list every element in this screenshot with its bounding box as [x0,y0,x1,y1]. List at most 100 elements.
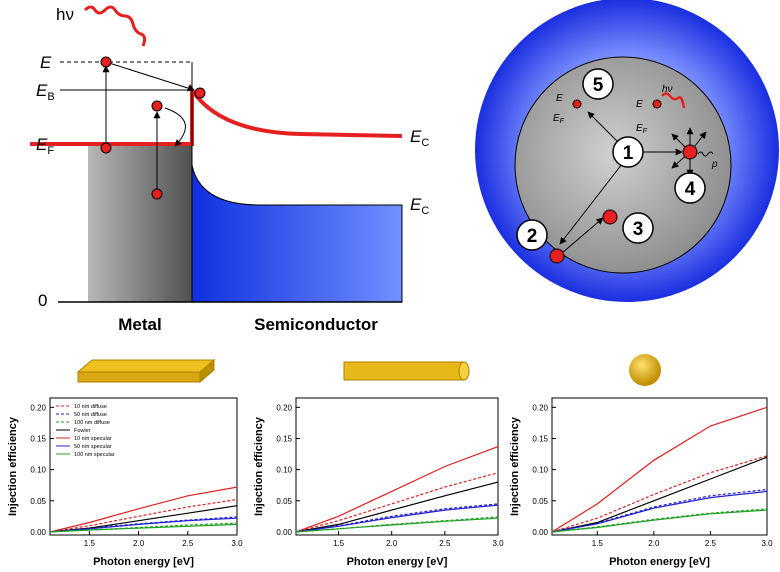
arrow [164,107,186,147]
x-tick-label: 3.0 [231,539,243,548]
series-line [49,486,238,533]
label-sub: F [560,118,565,125]
label-sub: F [47,145,54,157]
y-axis-title: Injection efficiency [7,416,19,516]
y-tick-label: 0.10 [276,466,292,475]
label: EF [553,113,565,125]
x-tick-label: 1.5 [592,539,604,548]
photon [83,5,147,47]
electron [100,142,112,154]
series-line [551,455,768,533]
rod [343,361,465,381]
label: 0 [38,291,47,310]
series-line [295,481,499,533]
electron [151,188,163,200]
number: 4 [685,179,696,200]
label: Metal [118,315,161,334]
x-tick-label: 3.0 [761,539,773,548]
series-line [295,446,499,533]
y-axis-title: Injection efficiency [253,416,265,516]
label: EF [36,135,54,157]
arrow [105,61,195,92]
electron [151,100,163,112]
chart: 0.00 0.05 0.10 0.15 0.20 1.5 2.0 2.5 3.0 Photon e… [509,397,773,568]
series-line [295,504,499,533]
label: E [556,93,563,104]
label-main: E [553,113,560,124]
electron [549,248,565,264]
x-tick-label: 2.5 [182,539,194,548]
x-tick-label: 2.5 [705,539,717,548]
label: p [711,159,718,170]
label-sub: B [47,91,54,103]
electrons [549,99,698,264]
y-tick-label: 0.05 [532,497,548,506]
arrow [561,217,604,254]
label-main: E [36,135,48,154]
series-line [551,509,768,533]
electron [602,209,618,225]
electron [194,87,206,99]
series-line [551,490,768,533]
number: 1 [623,143,634,164]
x-tick-label: 2.5 [439,539,451,548]
number: 5 [593,75,604,96]
badge [674,172,706,204]
series-line [551,406,768,533]
badge [516,219,548,251]
y-tick-label: 0.15 [532,434,548,443]
series-line [295,472,499,533]
plot-frame [551,397,768,536]
x-tick-label: 1.5 [84,539,96,548]
plate [76,359,216,373]
label: EC [410,195,429,217]
semiconductor-region [191,164,403,303]
number: 3 [633,219,644,240]
series-line [49,498,238,533]
chart: 0.00 0.05 0.10 0.15 0.20 1.5 2.0 2.5 3.0 Photon e… [253,397,504,568]
electrons [100,56,206,200]
particle-diagram: 1 2 3 4 5 E EF E EF hν p [475,0,779,302]
legend-label: Fowler [74,428,91,434]
x-axis-title: Photon energy [eV] [347,556,448,568]
band-diagram: hν E EB EF EC EC 0 Metal Semiconductor [30,5,429,334]
phonon [697,151,714,157]
label-main: E [410,127,422,146]
y-tick-label: 0.15 [30,434,46,443]
label: EB [36,81,55,103]
x-axis-title: Photon energy [eV] [609,556,710,568]
legend-label: 100 nm specular [74,452,115,458]
badge [622,212,654,244]
electron [652,99,662,109]
sphere [629,354,661,386]
label-main: E [410,195,422,214]
chart: 0.00 0.05 0.10 0.15 0.20 1.5 2.0 2.5 3.0 Photon e… [7,397,243,568]
series-line [551,456,768,533]
label: EC [410,127,429,149]
y-tick-label: 0.05 [276,497,292,506]
label: hν [56,5,74,24]
y-tick-label: 0.10 [532,466,548,475]
x-tick-label: 2.0 [386,539,398,548]
badge [582,68,614,100]
x-tick-label: 3.0 [492,539,504,548]
arrow [559,163,623,245]
number: 2 [527,226,538,247]
electron [572,99,582,109]
y-tick-label: 0.00 [30,528,46,537]
y-tick-label: 0.20 [276,403,292,412]
y-axis-title: Injection efficiency [509,416,521,516]
label: Semiconductor [254,315,378,334]
y-tick-label: 0.20 [30,403,46,412]
badge [612,136,644,168]
photon [661,92,686,109]
plate-side [77,371,201,383]
legend-label: 100 nm diffuse [74,420,110,426]
label-main: E [36,81,48,100]
series-line [49,517,238,533]
fermi-line [30,83,403,146]
y-tick-label: 0.10 [30,466,46,475]
y-tick-label: 0.00 [532,528,548,537]
electron [682,144,698,160]
